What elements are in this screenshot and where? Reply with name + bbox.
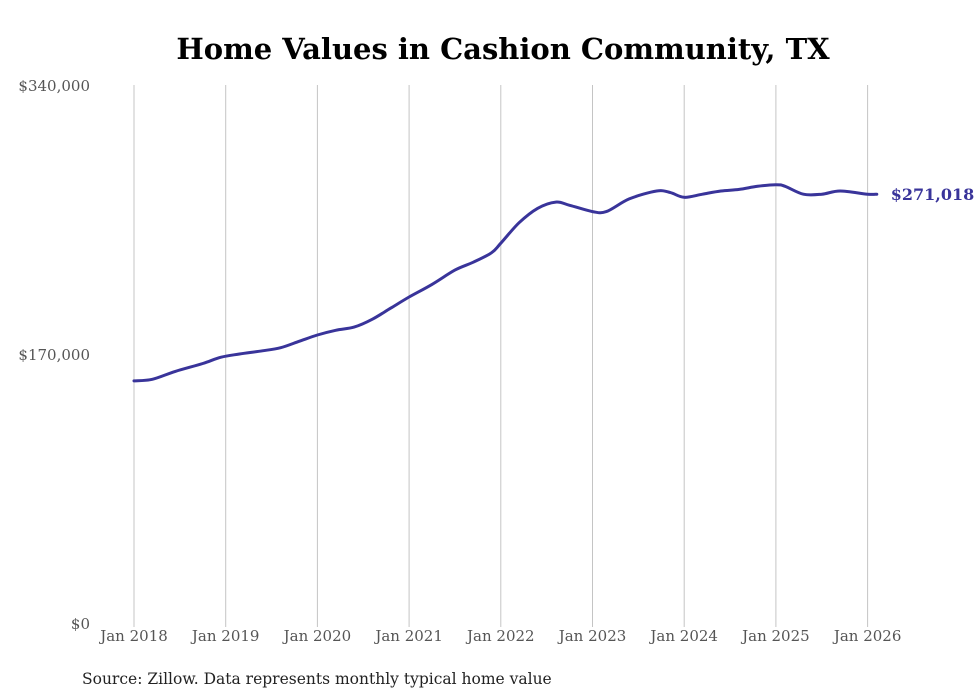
y-tick-label: $0 — [71, 615, 90, 633]
x-tick-label: Jan 2025 — [740, 627, 810, 645]
x-tick-label: Jan 2020 — [282, 627, 352, 645]
y-tick-label: $170,000 — [18, 346, 90, 364]
series-layer: $271,018 — [132, 183, 975, 383]
x-tick-label: Jan 2021 — [373, 627, 443, 645]
x-tick-label: Jan 2024 — [648, 627, 718, 645]
series-line — [132, 183, 879, 383]
x-tick-label: Jan 2026 — [832, 627, 902, 645]
y-axis-ticks: $0 $170,000 $340,000 — [18, 77, 90, 633]
chart-title: Home Values in Cashion Community, TX — [176, 32, 830, 66]
x-tick-label: Jan 2022 — [465, 627, 535, 645]
end-value-label: $271,018 — [891, 185, 975, 204]
y-tick-label: $340,000 — [18, 77, 90, 95]
x-axis-ticks: Jan 2018 Jan 2019 Jan 2020 Jan 2021 Jan 2022… — [98, 627, 901, 645]
x-tick-label: Jan 2018 — [98, 627, 168, 645]
x-tick-label: Jan 2019 — [190, 627, 260, 645]
x-tick-label: Jan 2023 — [557, 627, 627, 645]
source-note: Source: Zillow. Data represents monthly … — [82, 670, 552, 688]
gridlines — [133, 85, 869, 627]
